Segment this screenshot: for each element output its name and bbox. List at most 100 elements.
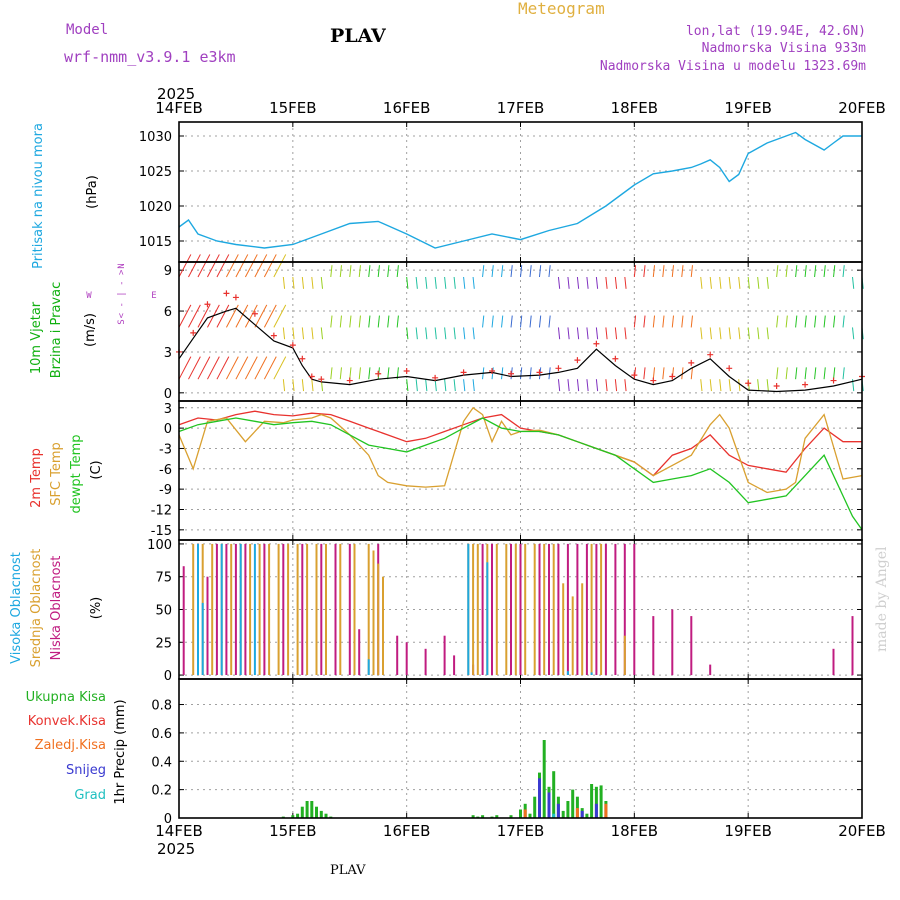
wind-barb [453,379,456,392]
wind-barb [605,276,608,289]
wind-barb [510,315,513,328]
bar-visoka [220,543,223,675]
model-name: wrf-nmm_v3.9.1 e3km [64,48,236,66]
wind-barb [595,327,599,340]
wind-barb [804,315,807,328]
wind-barb [529,265,532,278]
wind-barb [463,327,466,340]
x-tick-label-top: 17FEB [497,99,544,117]
bar-niska [348,543,351,675]
wind-barb [757,327,760,340]
wind-barb [216,304,230,328]
x-tick-label-bottom: 14FEB [155,822,202,840]
wind-speed-marker [631,372,638,379]
bar-srednja [552,543,555,675]
y-tick-label: 3 [164,346,172,361]
wind-speed-marker [555,365,562,372]
bar-srednja [600,543,603,675]
wind-barb [614,379,618,392]
wind-barb [197,304,211,328]
wind-barb [662,315,665,328]
wind-barb [785,315,788,328]
bar-srednja [339,543,342,675]
wind-speed-marker [432,374,439,381]
wind-barb [282,327,286,340]
wind-barb [472,276,475,289]
wind-speed-marker [707,351,714,358]
wind-barb [643,265,646,278]
wind-barb [576,276,580,289]
bar-srednja [325,543,327,675]
bar-ukupna-kisa [585,813,589,818]
wind-barb [548,265,551,278]
wind-speed-marker [204,301,211,308]
bar-niska [215,543,218,675]
bar-ukupna-kisa [324,813,328,818]
bar-srednja [211,543,214,675]
footer-station: PLAV [330,863,366,878]
wind-barb [595,379,599,392]
wind-speed-marker [574,357,581,364]
y-tick-label: -9 [159,483,172,498]
bar-visoka [486,562,489,676]
pressure-title: Pritisak na nivou mora [31,123,46,269]
wind-barb [586,379,589,392]
temp-label-dewpt: dewpt Temp [69,434,84,513]
wind-barb [738,276,741,289]
bar-srednja [353,543,356,675]
wind-barb [311,379,314,392]
bar-srednja [571,596,574,676]
wind-barb [349,367,352,380]
wind-barb [586,276,589,289]
precip-label-total: Ukupna Kisa [26,690,106,705]
panel-frame [178,400,863,541]
wind-barb [567,327,570,340]
y-tick-label: 75 [155,571,172,586]
model-altitude-label: Nadmorska Visina u modelu 1323.69m [600,59,866,74]
x-tick-label-top: 15FEB [269,99,316,117]
bar-visoka [467,543,470,675]
bar-niska [671,609,674,676]
bar-srednja [543,543,546,675]
wind-barb [444,276,447,289]
wind-barb [330,265,333,278]
wind-barb [244,356,258,380]
wind-barb [472,327,475,340]
bar-srednja [372,550,375,676]
wind-barb [567,379,570,392]
credit: made by Angel [874,546,890,652]
wind-barb [700,276,703,289]
wind-barb [188,304,201,328]
wind-barb [425,379,428,392]
bar-ukupna-kisa [542,740,546,818]
bar-srednja [306,543,309,675]
wind-barb [282,276,286,289]
wind-title: 10m Vjetar [29,301,44,374]
wind-barb [681,315,684,328]
wind-barb [368,265,371,278]
bar-ukupna-kisa [590,784,594,818]
bar-srednja [315,543,318,675]
wind-barb [463,276,466,289]
y-tick-label: 1030 [139,130,172,145]
bar-niska [566,543,569,675]
wind-barb [728,379,731,392]
bar-srednja [505,543,508,675]
wind-speed-marker [299,355,306,362]
wind-barb [624,276,627,289]
station-title: PLAV [330,25,387,47]
year-bottom: 2025 [157,840,195,858]
wind-barb [633,315,637,328]
bar-niska [851,616,854,676]
wind-barb [719,327,722,340]
bar-niska [652,616,655,676]
wind-barb [415,327,418,340]
wind-barb [453,327,456,340]
bar-niska [604,543,607,675]
bar-ukupna-kisa [296,813,300,818]
wind-speed-marker [745,380,752,387]
wind-barb [188,356,201,380]
wind-speed-marker [650,377,657,384]
wind-barb [614,276,618,289]
wind-barb [349,315,352,328]
